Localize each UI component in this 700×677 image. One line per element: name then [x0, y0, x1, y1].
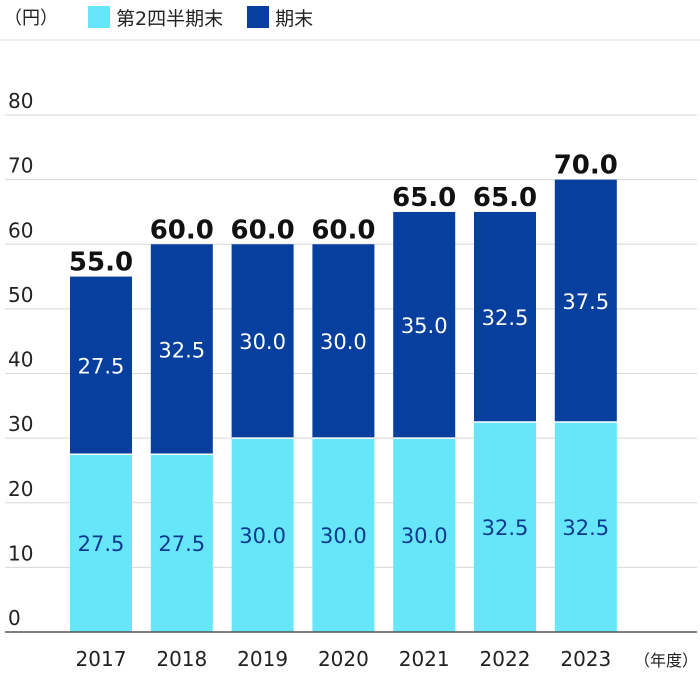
legend-label-year-end: 期末	[275, 7, 314, 30]
data-label-total-2019: 60.0	[231, 215, 295, 245]
y-tick-label-20: 20	[8, 477, 33, 501]
data-label-year-end-2020: 30.0	[320, 330, 367, 354]
y-tick-label-80: 80	[8, 89, 33, 113]
data-label-total-2020: 60.0	[311, 215, 375, 245]
x-unit-label: （年度）	[634, 651, 698, 670]
data-label-q2-2017: 27.5	[78, 532, 125, 556]
bar-year-end-2022	[474, 211, 536, 422]
data-label-q2-2021: 30.0	[401, 524, 448, 548]
data-label-total-2023: 70.0	[554, 151, 618, 181]
legend-label-q2: 第2四半期末	[116, 7, 224, 30]
data-label-year-end-2021: 35.0	[401, 314, 448, 338]
data-label-q2-2019: 30.0	[239, 524, 286, 548]
data-label-total-2021: 65.0	[392, 183, 456, 213]
bar-q2-2017	[70, 454, 132, 632]
bar-q2-2020	[312, 438, 375, 632]
bar-year-end-2021	[393, 211, 456, 439]
x-tick-label-2019: 2019	[237, 647, 288, 671]
data-label-q2-2022: 32.5	[482, 516, 529, 540]
bar-q2-2018	[150, 454, 213, 632]
data-label-year-end-2023: 37.5	[562, 290, 609, 314]
x-tick-label-2020: 2020	[318, 647, 369, 671]
legend-swatch-q2	[88, 6, 110, 28]
x-tick-label-2017: 2017	[76, 647, 127, 671]
y-tick-label-70: 70	[8, 154, 33, 178]
bar-year-end-2017	[70, 276, 132, 455]
data-label-q2-2020: 30.0	[320, 524, 367, 548]
bar-year-end-2019	[231, 244, 294, 439]
y-tick-label-10: 10	[8, 541, 33, 565]
bar-q2-2022	[474, 421, 536, 632]
y-tick-label-30: 30	[8, 412, 33, 436]
data-label-total-2022: 65.0	[473, 183, 537, 213]
legend: （円） 第2四半期末 期末	[0, 2, 337, 32]
y-tick-label-50: 50	[8, 283, 33, 307]
bar-year-end-2023	[554, 179, 617, 422]
y-unit-label: （円）	[4, 8, 58, 29]
bar-q2-2019	[231, 438, 294, 632]
bar-q2-2021	[393, 438, 456, 632]
bar-year-end-2018	[150, 244, 213, 455]
x-tick-label-2023: 2023	[560, 647, 611, 671]
legend-item-year-end: 期末	[247, 4, 313, 31]
data-label-year-end-2017: 27.5	[78, 354, 125, 378]
data-label-q2-2023: 32.5	[562, 516, 609, 540]
x-tick-label-2021: 2021	[399, 647, 450, 671]
x-tick-label-2018: 2018	[156, 647, 207, 671]
y-tick-label-40: 40	[8, 348, 33, 372]
x-tick-label-2022: 2022	[480, 647, 531, 671]
data-label-total-2018: 60.0	[150, 215, 214, 245]
bar-year-end-2020	[312, 244, 375, 439]
data-label-total-2017: 55.0	[69, 248, 133, 278]
legend-swatch-year-end	[247, 6, 270, 28]
y-tick-label-60: 60	[8, 218, 33, 242]
data-label-year-end-2019: 30.0	[239, 330, 286, 354]
y-tick-label-0: 0	[8, 606, 21, 630]
data-label-q2-2018: 27.5	[158, 532, 205, 556]
data-label-year-end-2022: 32.5	[482, 306, 529, 330]
data-label-year-end-2018: 32.5	[158, 338, 205, 362]
legend-item-q2: 第2四半期末	[88, 4, 223, 31]
bar-q2-2023	[554, 421, 617, 632]
